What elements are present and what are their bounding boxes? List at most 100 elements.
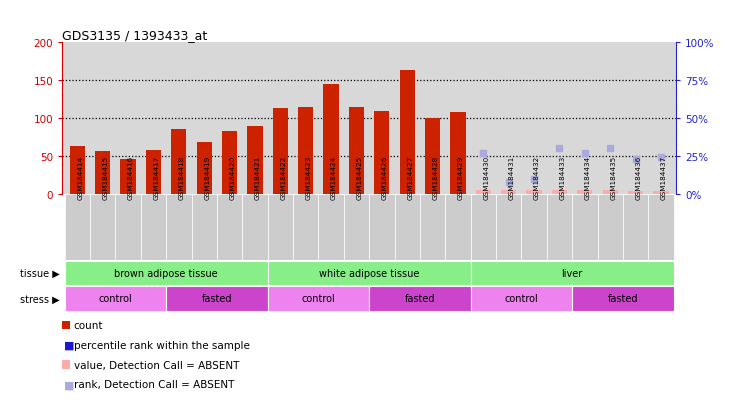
- Text: GSM184419: GSM184419: [204, 155, 211, 199]
- Bar: [273, 109, 288, 194]
- Text: fasted: fasted: [607, 294, 638, 304]
- Bar: [374, 111, 390, 194]
- Bar: [400, 71, 414, 194]
- Bar: [420, 194, 445, 261]
- Bar: [64, 261, 268, 286]
- Text: GSM184417: GSM184417: [154, 155, 159, 199]
- Text: GSM184433: GSM184433: [559, 155, 566, 199]
- Text: ■: ■: [64, 380, 74, 389]
- Point: [148, 7, 159, 14]
- Text: GSM184415: GSM184415: [103, 155, 109, 199]
- Text: GSM184416: GSM184416: [128, 155, 134, 199]
- Text: GSM184426: GSM184426: [382, 155, 388, 199]
- Bar: [425, 119, 440, 194]
- Bar: [572, 287, 674, 311]
- Text: GSM184430: GSM184430: [483, 155, 489, 199]
- Bar: [526, 190, 542, 194]
- Bar: [217, 194, 242, 261]
- Bar: [247, 127, 262, 194]
- Text: fasted: fasted: [405, 294, 435, 304]
- Bar: [450, 113, 466, 194]
- Text: ■: ■: [64, 340, 74, 350]
- Bar: [90, 194, 115, 261]
- Text: control: control: [301, 294, 336, 304]
- Text: control: control: [99, 294, 132, 304]
- Text: percentile rank within the sample: percentile rank within the sample: [74, 340, 250, 350]
- Bar: [597, 194, 623, 261]
- Point: [376, 2, 387, 9]
- Bar: [64, 287, 166, 311]
- Text: GSM184434: GSM184434: [585, 155, 591, 199]
- Bar: [115, 194, 141, 261]
- Bar: [64, 194, 90, 261]
- Bar: [166, 287, 268, 311]
- Point: [605, 146, 616, 152]
- Bar: [344, 194, 369, 261]
- Bar: [395, 194, 420, 261]
- Text: GSM184431: GSM184431: [509, 155, 515, 199]
- Bar: [242, 194, 268, 261]
- Point: [351, 1, 363, 7]
- Bar: [192, 194, 217, 261]
- Bar: [146, 150, 161, 194]
- Text: value, Detection Call = ABSENT: value, Detection Call = ABSENT: [74, 360, 239, 370]
- Bar: [268, 261, 471, 286]
- Bar: [547, 194, 572, 261]
- Point: [122, 0, 134, 6]
- Text: GSM184437: GSM184437: [661, 155, 667, 199]
- Text: GSM184428: GSM184428: [433, 155, 439, 199]
- Text: GSM184424: GSM184424: [331, 155, 337, 199]
- Point: [275, 7, 287, 14]
- Point: [579, 150, 591, 157]
- Bar: [268, 194, 293, 261]
- Point: [72, 1, 83, 7]
- Point: [477, 150, 489, 157]
- Text: rank, Detection Call = ABSENT: rank, Detection Call = ABSENT: [74, 380, 234, 389]
- Bar: [171, 130, 186, 194]
- Bar: [577, 190, 592, 194]
- Bar: [298, 108, 314, 194]
- Text: brown adipose tissue: brown adipose tissue: [114, 268, 218, 278]
- Bar: [324, 85, 338, 194]
- Point: [629, 156, 641, 163]
- Text: GDS3135 / 1393433_at: GDS3135 / 1393433_at: [62, 29, 208, 42]
- Bar: [319, 194, 344, 261]
- Bar: [572, 194, 597, 261]
- Text: GSM184418: GSM184418: [179, 155, 185, 199]
- Bar: [552, 190, 567, 194]
- Text: GSM184436: GSM184436: [635, 155, 642, 199]
- Bar: [471, 261, 674, 286]
- Bar: [521, 194, 547, 261]
- Text: fasted: fasted: [202, 294, 232, 304]
- Text: tissue ▶: tissue ▶: [20, 268, 60, 278]
- Bar: [496, 194, 521, 261]
- Text: stress ▶: stress ▶: [20, 294, 60, 304]
- Bar: [445, 194, 471, 261]
- Bar: [648, 194, 674, 261]
- Point: [97, 5, 109, 12]
- Bar: [222, 132, 238, 194]
- Bar: [166, 194, 192, 261]
- Bar: [476, 190, 491, 194]
- Bar: [197, 143, 212, 194]
- Text: GSM184422: GSM184422: [281, 155, 287, 199]
- Bar: [471, 194, 496, 261]
- Bar: [623, 194, 648, 261]
- Point: [503, 179, 515, 185]
- Text: white adipose tissue: white adipose tissue: [319, 268, 420, 278]
- Point: [529, 176, 540, 183]
- Text: GSM184420: GSM184420: [230, 155, 235, 199]
- Bar: [121, 159, 136, 194]
- Bar: [628, 191, 643, 194]
- Text: GSM184414: GSM184414: [77, 155, 83, 199]
- Text: GSM184432: GSM184432: [534, 155, 540, 199]
- Bar: [654, 191, 669, 194]
- Text: liver: liver: [561, 268, 583, 278]
- Point: [553, 146, 565, 152]
- Text: control: control: [504, 294, 538, 304]
- Bar: [471, 287, 572, 311]
- Bar: [69, 147, 85, 194]
- Bar: [369, 194, 395, 261]
- Bar: [95, 151, 110, 194]
- Text: GSM184421: GSM184421: [255, 155, 261, 199]
